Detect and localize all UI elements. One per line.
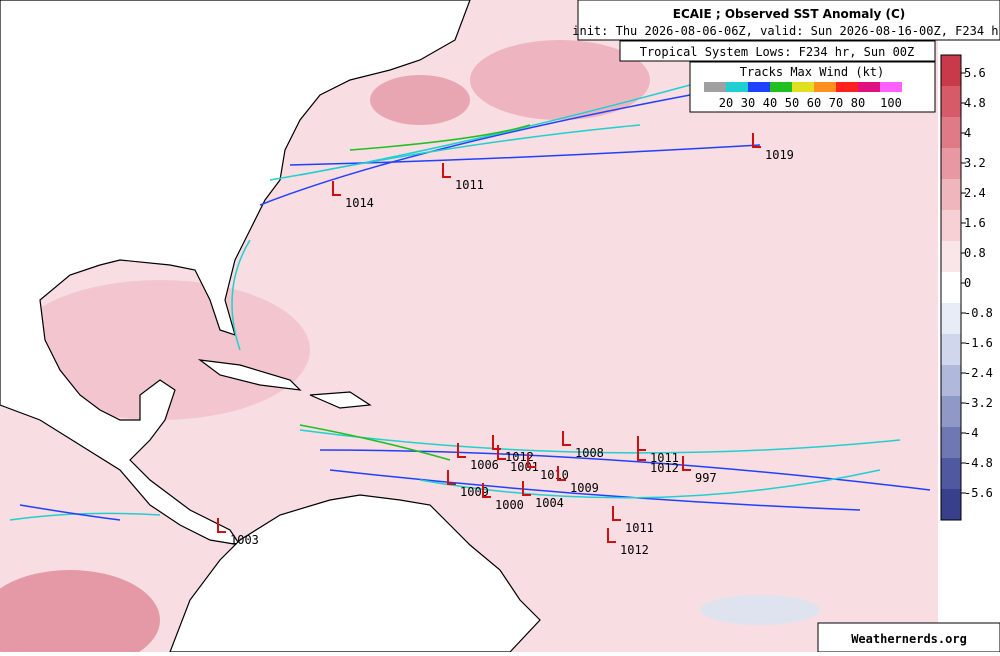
colorbar-label: -5.6 bbox=[964, 486, 993, 500]
legend-swatch bbox=[836, 82, 858, 92]
colorbar-cell bbox=[941, 117, 961, 148]
colorbar-cell bbox=[941, 427, 961, 458]
colorbar-cell bbox=[941, 365, 961, 396]
low-marker bbox=[682, 456, 691, 471]
low-marker bbox=[637, 446, 646, 461]
title: ECAIE ; Observed SST Anomaly (C) bbox=[673, 7, 906, 21]
legend-swatch bbox=[726, 82, 748, 92]
low-marker bbox=[562, 431, 571, 446]
low-marker bbox=[482, 483, 491, 498]
legend-swatch bbox=[748, 82, 770, 92]
colorbar-cell bbox=[941, 396, 961, 427]
colorbar-cell bbox=[941, 86, 961, 117]
legend: 20 30 40 50 60 70 80 100 bbox=[704, 82, 902, 110]
colorbar-cell bbox=[941, 334, 961, 365]
colorbar-cell bbox=[941, 489, 961, 520]
low-marker bbox=[607, 528, 616, 543]
legend-label: 70 bbox=[829, 96, 843, 110]
sst-warm bbox=[0, 570, 160, 656]
low-marker bbox=[447, 470, 456, 485]
low-pressure: 1019 bbox=[765, 148, 794, 162]
colorbar: 5.6 4.8 4 3.2 2.4 1.6 0.8 0 -0.8 -1.6 -2.4 -3.2 -4 -4… bbox=[940, 54, 993, 521]
colorbar-label: 0.8 bbox=[964, 246, 986, 260]
colorbar-cell bbox=[941, 179, 961, 210]
legend-label: 50 bbox=[785, 96, 799, 110]
colorbar-label: 2.4 bbox=[964, 186, 986, 200]
low-marker bbox=[527, 453, 536, 468]
low-pressure: 1010 bbox=[540, 468, 569, 482]
colorbar-cell bbox=[941, 210, 961, 241]
legend-label: 100 bbox=[880, 96, 902, 110]
low-pressure: 1000 bbox=[495, 498, 524, 512]
sst-warm bbox=[470, 40, 650, 120]
legend-label: 60 bbox=[807, 96, 821, 110]
colorbar-label: 4.8 bbox=[964, 96, 986, 110]
low-pressure: 1003 bbox=[230, 533, 259, 547]
colorbar-label: 1.6 bbox=[964, 216, 986, 230]
colorbar-cell bbox=[941, 303, 961, 334]
colorbar-cell bbox=[941, 272, 961, 303]
sst-cool bbox=[700, 595, 820, 625]
low-marker bbox=[557, 466, 566, 481]
lows-title: Tropical System Lows: F234 hr, Sun 00Z bbox=[640, 45, 915, 59]
legend-swatch bbox=[880, 82, 902, 92]
low-marker bbox=[497, 445, 506, 460]
legend-swatch bbox=[770, 82, 792, 92]
low-pressure: 1001 bbox=[510, 460, 539, 474]
colorbar-label: -3.2 bbox=[964, 396, 993, 410]
colorbar-label: -1.6 bbox=[964, 336, 993, 350]
low-pressure: 1012 bbox=[505, 450, 534, 464]
low-pressure: 1009 bbox=[570, 481, 599, 495]
legend-swatch bbox=[814, 82, 836, 92]
low-marker bbox=[522, 481, 531, 496]
low-marker bbox=[217, 518, 226, 533]
colorbar-label: 5.6 bbox=[964, 66, 986, 80]
sst-warm bbox=[370, 75, 470, 125]
legend-swatch bbox=[704, 82, 726, 92]
low-marker bbox=[442, 163, 451, 178]
low-pressure: 1006 bbox=[470, 458, 499, 472]
low-pressure: 1014 bbox=[345, 196, 374, 210]
low-pressure: 1008 bbox=[575, 446, 604, 460]
colorbar-label: -4.8 bbox=[964, 456, 993, 470]
low-pressure: 1009 bbox=[460, 485, 489, 499]
colorbar-label: -4 bbox=[964, 426, 978, 440]
legend-swatch bbox=[858, 82, 880, 92]
low-marker bbox=[612, 506, 621, 521]
low-pressure: 1011 bbox=[650, 451, 679, 465]
legend-label: 40 bbox=[763, 96, 777, 110]
colorbar-frame bbox=[940, 54, 962, 521]
init-line: init: Thu 2026-08-06-06Z, valid: Sun 202… bbox=[572, 24, 1000, 38]
low-pressure: 997 bbox=[695, 471, 717, 485]
colorbar-label: -2.4 bbox=[964, 366, 993, 380]
colorbar-cell bbox=[941, 241, 961, 272]
colorbar-cell bbox=[941, 55, 961, 86]
colorbar-label: -0.8 bbox=[964, 306, 993, 320]
credit: Weathernerds.org bbox=[851, 632, 967, 646]
colorbar-cell bbox=[941, 458, 961, 489]
low-marker bbox=[457, 443, 466, 458]
low-pressure: 1012 bbox=[620, 543, 649, 557]
sst-warm bbox=[10, 280, 310, 420]
colorbar-cell bbox=[941, 148, 961, 179]
legend-label: 80 bbox=[851, 96, 865, 110]
legend-label: 30 bbox=[741, 96, 755, 110]
colorbar-label: 3.2 bbox=[964, 156, 986, 170]
colorbar-label: 4 bbox=[964, 126, 971, 140]
low-pressure: 1012 bbox=[650, 461, 679, 475]
legend-swatch bbox=[792, 82, 814, 92]
low-marker bbox=[332, 181, 341, 196]
legend-title: Tracks Max Wind (kt) bbox=[740, 65, 885, 79]
low-pressure: 1011 bbox=[625, 521, 654, 535]
legend-label: 20 bbox=[719, 96, 733, 110]
low-pressure: 1004 bbox=[535, 496, 564, 510]
low-pressure: 1011 bbox=[455, 178, 484, 192]
low-marker bbox=[752, 133, 761, 148]
colorbar-label: 0 bbox=[964, 276, 971, 290]
